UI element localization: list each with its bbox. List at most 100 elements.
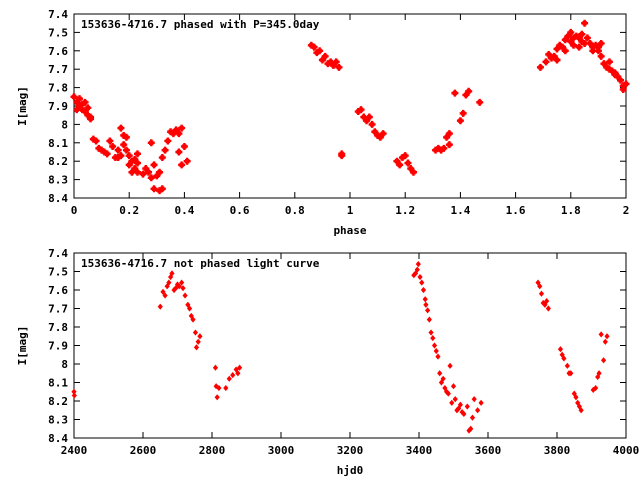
data-point [430, 335, 436, 342]
data-point [464, 403, 470, 410]
data-point-core [160, 155, 165, 160]
y-tick-label: 7.7 [48, 303, 68, 316]
data-point [576, 403, 583, 410]
data-point [237, 364, 243, 371]
data-point-core [157, 170, 162, 175]
data-point-core [358, 107, 364, 112]
data-point-core [80, 101, 85, 107]
data-point [223, 384, 229, 392]
data-point-core [162, 147, 168, 153]
data-point-core [585, 35, 590, 41]
data-point-core [400, 155, 405, 160]
data-point-core [571, 35, 576, 41]
y-tick-label: 7.9 [48, 340, 68, 353]
data-point-core [179, 162, 184, 168]
data-point [559, 351, 565, 358]
data-point [450, 383, 457, 390]
data-point-core [598, 41, 604, 46]
data-point [442, 384, 448, 392]
data-point-core [375, 133, 380, 138]
data-point-core [171, 131, 176, 136]
data-point [535, 279, 541, 286]
data-point-core [546, 52, 551, 57]
data-point-core [364, 118, 369, 123]
data-point-core [104, 151, 110, 157]
data-point-core [82, 100, 88, 105]
data-point-core [132, 166, 137, 171]
data-point-core [452, 90, 458, 96]
data-point-core [135, 160, 140, 166]
data-point [438, 379, 445, 386]
data-point [538, 290, 545, 297]
data-point [185, 301, 191, 308]
data-point [169, 270, 175, 277]
data-point [422, 296, 428, 303]
data-point-core [596, 44, 601, 50]
y-tick-label: 8.1 [48, 137, 68, 150]
data-point-core [182, 144, 187, 149]
x-tick-label: 0 [71, 204, 78, 217]
data-point-core [157, 188, 162, 193]
data-point-core [552, 54, 557, 59]
x-tick-label: 0.6 [230, 204, 250, 217]
data-point-core [184, 159, 190, 164]
data-point-core [590, 48, 596, 53]
y-tick-label: 7.8 [48, 82, 68, 95]
data-point [542, 301, 548, 308]
data-point-core [433, 147, 438, 153]
data-point [188, 312, 194, 319]
data-point-core [110, 144, 115, 149]
y-tick-label: 7.5 [48, 266, 68, 279]
data-point-core [610, 68, 615, 74]
data-point [157, 303, 163, 310]
data-point [216, 384, 222, 392]
data-point [596, 370, 602, 377]
data-point-core [367, 114, 372, 120]
data-point-core [549, 55, 554, 61]
x-tick-label: 3000 [268, 444, 295, 457]
data-point-core [146, 170, 151, 175]
x-tick-label: 3600 [475, 444, 502, 457]
y-tick-label: 7.6 [48, 45, 68, 58]
data-point-core [598, 54, 604, 59]
x-tick-label: 2600 [130, 444, 157, 457]
data-point-core [102, 149, 107, 155]
data-point [192, 329, 199, 336]
data-point-core [565, 33, 571, 39]
data-point-core [336, 65, 342, 70]
data-point [230, 372, 236, 379]
data-points [71, 261, 610, 434]
x-tick-label: 2800 [199, 444, 226, 457]
data-point-core [623, 81, 629, 87]
x-tick-label: 3400 [406, 444, 433, 457]
data-point [578, 407, 584, 414]
data-point [214, 394, 220, 401]
data-point [426, 316, 432, 323]
data-point [568, 370, 574, 377]
data-point-core [574, 33, 579, 39]
data-point-core [369, 122, 375, 127]
data-point-core [403, 153, 408, 158]
data-point [475, 407, 481, 414]
data-point-core [115, 147, 121, 153]
data-point-core [143, 166, 148, 171]
plot-title: 153636-4716.7 not phased light curve [81, 257, 320, 270]
y-tick-label: 8.3 [48, 174, 68, 187]
y-tick-label: 7.4 [48, 247, 68, 260]
data-point-core [77, 96, 82, 101]
data-point [414, 266, 420, 273]
data-point-core [80, 107, 85, 112]
data-point [415, 261, 421, 268]
data-point-core [604, 65, 609, 70]
data-point-core [173, 127, 179, 133]
data-point [573, 394, 579, 401]
data-point-core [477, 100, 482, 105]
data-point-core [444, 135, 449, 140]
data-point-core [118, 153, 124, 158]
data-point-core [372, 129, 378, 134]
y-tick-label: 8.2 [48, 155, 68, 168]
plot-title: 153636-4716.7 phased with P=345.0day [81, 18, 320, 31]
data-point-core [380, 131, 386, 136]
data-point [564, 362, 570, 369]
data-point-core [127, 162, 132, 168]
